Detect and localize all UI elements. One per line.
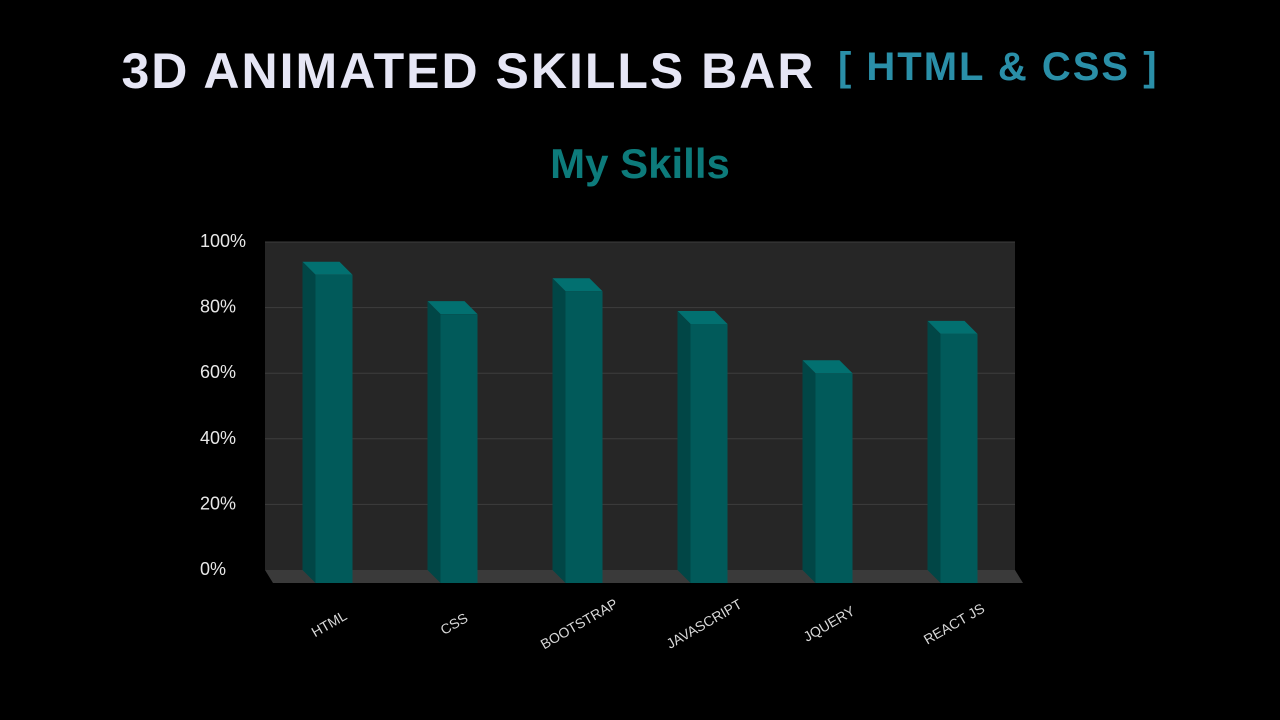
page-heading: 3D ANIMATED SKILLS BAR [ HTML & CSS ] (0, 42, 1280, 100)
bar-side (552, 278, 566, 583)
page-title: 3D ANIMATED SKILLS BAR (121, 43, 816, 99)
bar-side (302, 261, 316, 583)
bar-side (802, 360, 816, 583)
x-tick-label: BOOTSTRAP (538, 595, 621, 652)
bar-side (677, 311, 691, 583)
y-tick-label: 100% (200, 231, 246, 251)
bar-top (427, 301, 478, 315)
y-tick-label: 0% (200, 559, 226, 579)
bar-top (302, 261, 353, 275)
bar (315, 274, 353, 583)
bar (815, 373, 853, 583)
bar (440, 314, 478, 583)
y-tick-label: 80% (200, 297, 236, 317)
y-tick-label: 20% (200, 493, 236, 513)
bar-top (927, 320, 978, 334)
chart-title: My Skills (550, 140, 730, 187)
bar (690, 324, 728, 583)
bar-top (802, 360, 853, 374)
chart-floor (265, 570, 1023, 583)
bar-top (677, 311, 728, 324)
x-tick-label: HTML (308, 607, 349, 640)
y-tick-label: 40% (200, 428, 236, 448)
page-subtitle: [ HTML & CSS ] (837, 45, 1159, 89)
bar-top (552, 278, 603, 292)
bar (565, 291, 603, 583)
x-tick-label: CSS (438, 610, 471, 638)
bar (940, 333, 978, 583)
y-tick-label: 60% (200, 362, 236, 382)
x-tick-label: JAVASCRIPT (664, 595, 745, 651)
x-tick-label: JQUERY (801, 602, 859, 644)
bar-side (927, 320, 941, 583)
bar-side (427, 301, 441, 583)
x-tick-label: REACT JS (921, 600, 987, 648)
plot-area (265, 242, 1015, 570)
